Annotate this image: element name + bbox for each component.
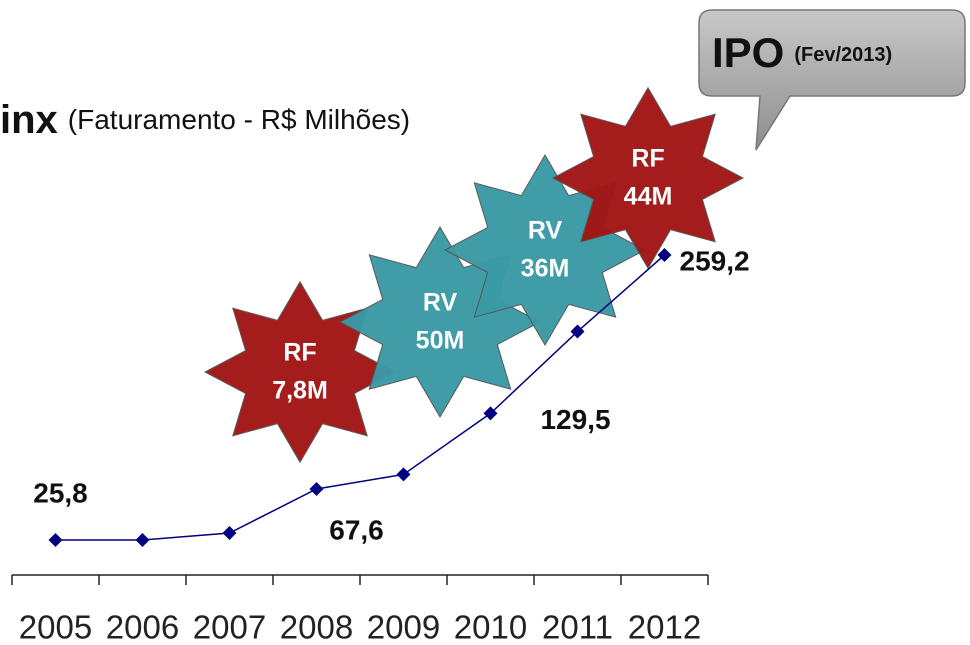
marker xyxy=(309,481,324,496)
x-tick-label: 2005 xyxy=(19,609,92,645)
callout: IPO (Fev/2013) xyxy=(712,29,892,76)
callout-text: IPO xyxy=(712,29,784,76)
x-tick-label: 2007 xyxy=(193,609,266,645)
title: inx (Faturamento - R$ Milhões) xyxy=(0,98,410,142)
title-text: inx xyxy=(0,98,58,142)
star-label: 44M xyxy=(624,183,673,211)
callout-bubble xyxy=(698,9,966,151)
star xyxy=(203,280,397,464)
star xyxy=(551,86,745,270)
line xyxy=(55,254,665,541)
x-tick-label: 2012 xyxy=(628,609,701,645)
star-label: RV xyxy=(528,217,563,245)
x-tick-label: 2010 xyxy=(454,609,527,645)
star-label: 7,8M xyxy=(272,377,328,405)
marker xyxy=(48,533,63,547)
marker xyxy=(222,526,237,541)
star-label: RF xyxy=(283,339,316,367)
x-tick-label: 2006 xyxy=(106,609,179,645)
star-label: RF xyxy=(631,145,664,173)
x-tick-label: 2009 xyxy=(367,609,440,645)
star-label: 50M xyxy=(416,327,465,355)
callout-note: (Fev/2013) xyxy=(794,44,892,66)
marker xyxy=(135,533,150,547)
data-label: 129,5 xyxy=(540,404,610,435)
marker xyxy=(396,467,411,482)
x-tick-label: 2011 xyxy=(542,609,613,645)
data-label: 259,2 xyxy=(680,245,750,276)
star-label: 36M xyxy=(521,255,570,283)
marker xyxy=(483,406,498,421)
marker xyxy=(657,248,672,262)
subtitle: (Faturamento - R$ Milhões) xyxy=(68,104,410,135)
marker xyxy=(570,324,585,339)
star-label: RV xyxy=(423,289,458,317)
x-tick-label: 2008 xyxy=(280,609,353,645)
data-label: 67,6 xyxy=(329,514,384,545)
data-label: 25,8 xyxy=(33,477,88,508)
